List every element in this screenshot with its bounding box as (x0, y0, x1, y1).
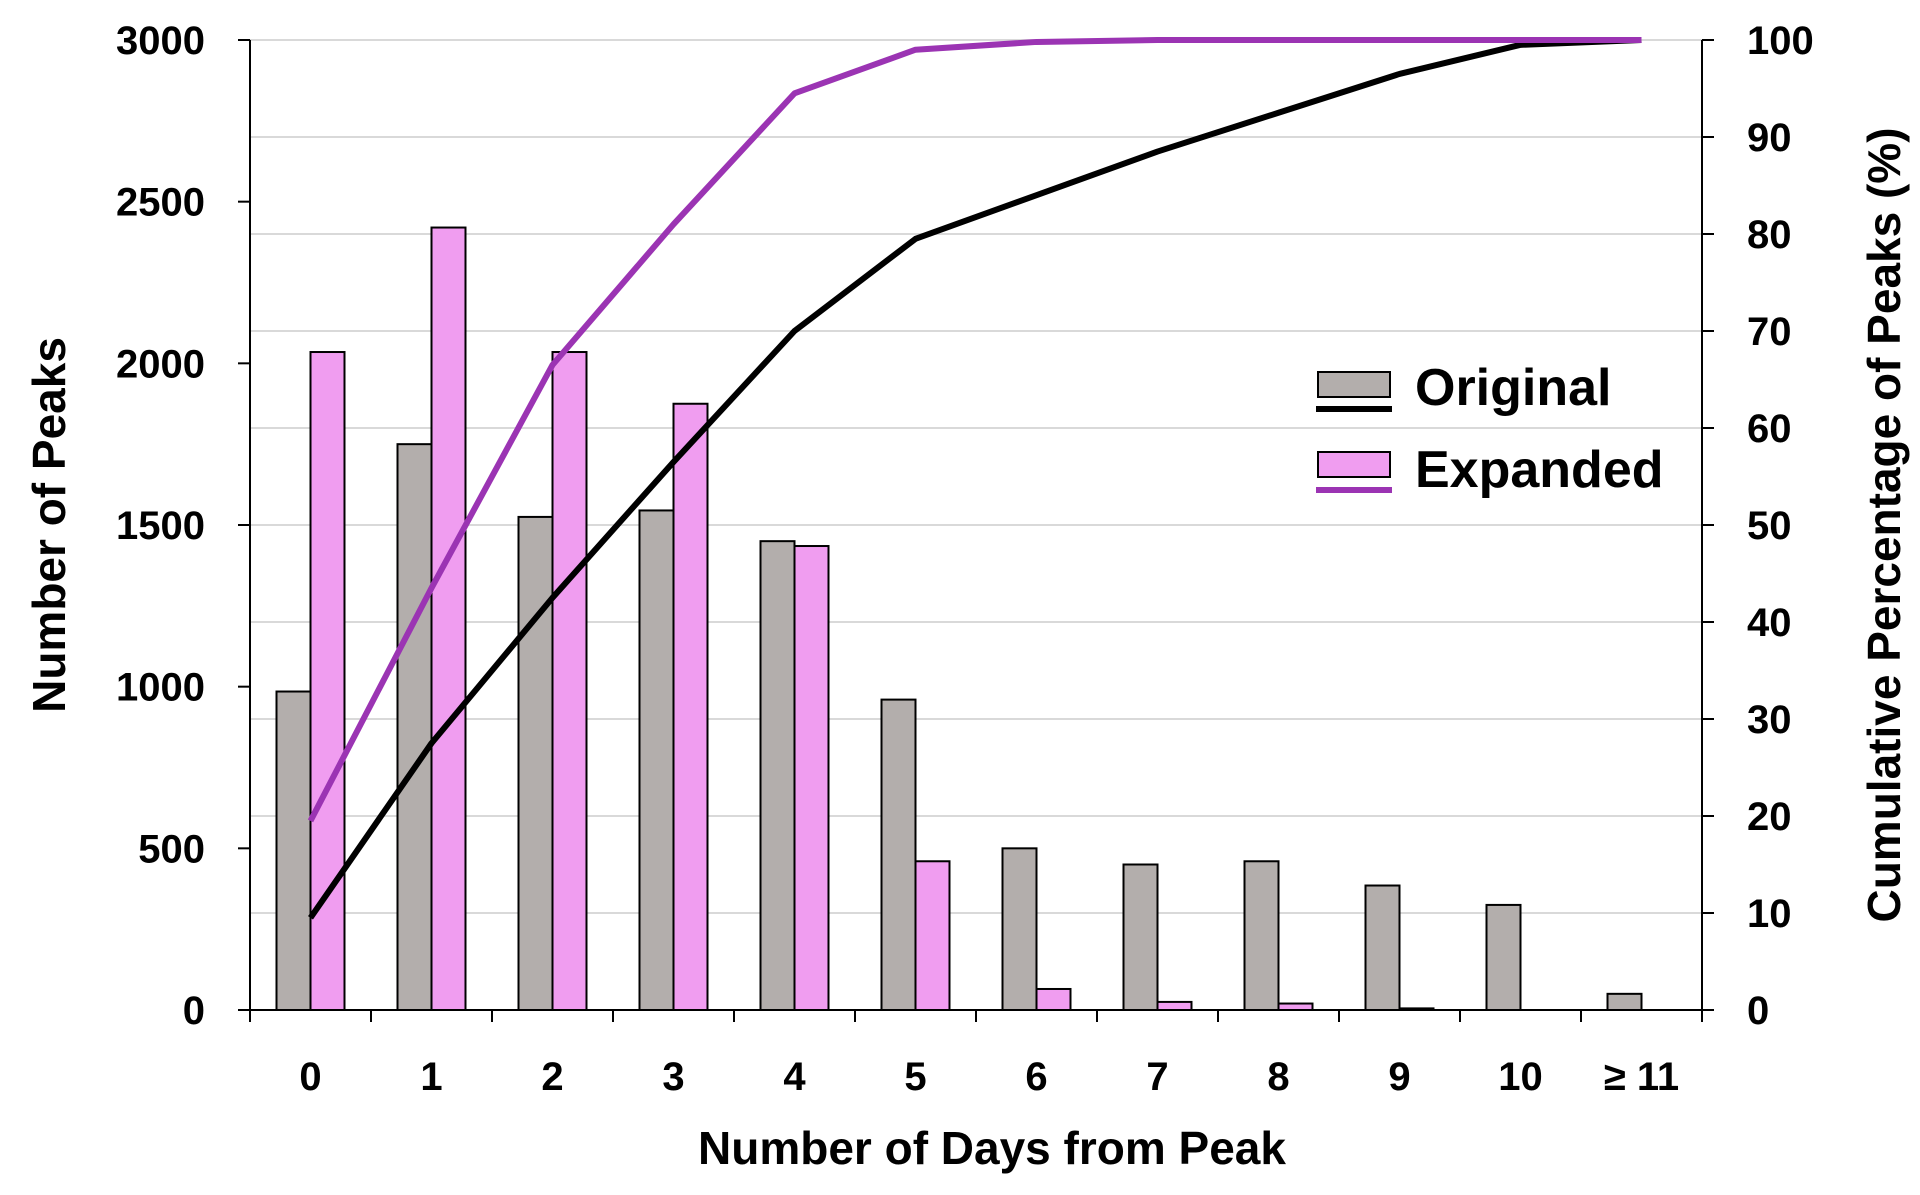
x-tick-label: 3 (662, 1055, 684, 1099)
y-tick-label: 0 (183, 989, 205, 1033)
legend-original-swatch (1317, 371, 1391, 398)
line-expanded (307, 37, 1642, 823)
bar-original-6 (1001, 847, 1038, 1011)
x-tick-label: 1 (420, 1055, 442, 1099)
bar-original-3 (638, 509, 675, 1011)
bar-expanded-0 (309, 351, 346, 1011)
bar-original-0 (275, 690, 312, 1011)
bar-expanded-4 (793, 545, 830, 1011)
bar-original-4 (759, 540, 796, 1012)
y-tick-label: 3000 (116, 19, 205, 63)
y2-tick-label: 50 (1747, 504, 1792, 548)
bar-original-7 (1122, 863, 1159, 1011)
y-axis-title: Number of Peaks (23, 337, 75, 713)
bar-expanded-5 (914, 860, 951, 1011)
x-tick-label: 8 (1267, 1055, 1289, 1099)
legend-expanded-swatch (1317, 451, 1391, 478)
x-tick-label: 9 (1388, 1055, 1410, 1099)
y2-tick-label: 60 (1747, 407, 1792, 451)
y2-tick-label: 90 (1747, 116, 1792, 160)
legend: Original Expanded (1316, 359, 1664, 499)
bars (275, 226, 1643, 1012)
x-tick-label: 5 (904, 1055, 926, 1099)
y2-tick-label: 20 (1747, 795, 1792, 839)
y2-tick-label: 30 (1747, 698, 1792, 742)
y-tick-label: 1500 (116, 504, 205, 548)
legend-original-label: Original (1415, 359, 1611, 417)
y-tick-label: 2000 (116, 342, 205, 386)
y2-axis-title: Cumulative Percentage of Peaks (%) (1858, 127, 1910, 922)
x-tick-label: 0 (299, 1055, 321, 1099)
y2-tick-label: 70 (1747, 310, 1792, 354)
x-tick-label: 6 (1025, 1055, 1047, 1099)
bar-original-9 (1364, 884, 1401, 1011)
x-tick-label: 7 (1146, 1055, 1168, 1099)
bar-original-8 (1243, 860, 1280, 1011)
bar-original-10 (1485, 903, 1522, 1012)
x-tick-label: ≥ 11 (1604, 1055, 1679, 1099)
cumulative-lines (307, 37, 1642, 920)
tick-labels: 0500100015002000250030000102030405060708… (116, 19, 1814, 1099)
y2-tick-label: 100 (1747, 19, 1814, 63)
y2-tick-label: 80 (1747, 213, 1792, 257)
bar-original-2 (517, 515, 554, 1012)
bar-original-1 (396, 443, 433, 1011)
y-tick-label: 1000 (116, 666, 205, 710)
x-tick-label: 10 (1498, 1055, 1543, 1099)
y-tick-label: 2500 (116, 181, 205, 225)
axes (238, 39, 1714, 1022)
y-tick-label: 500 (138, 827, 205, 871)
line-original (308, 37, 1642, 920)
y2-tick-label: 0 (1747, 989, 1769, 1033)
x-tick-label: 2 (541, 1055, 563, 1099)
bar-expanded-2 (551, 351, 588, 1011)
legend-expanded-label: Expanded (1415, 441, 1664, 499)
bar-original-11 (1606, 992, 1643, 1011)
bar-expanded-7 (1156, 1000, 1193, 1012)
bar-expanded-3 (672, 402, 709, 1011)
y2-tick-label: 10 (1747, 892, 1792, 936)
x-tick-label: 4 (783, 1055, 806, 1099)
bar-expanded-6 (1035, 987, 1072, 1012)
x-axis-title: Number of Days from Peak (698, 1122, 1286, 1174)
bar-expanded-1 (430, 226, 467, 1012)
y2-tick-label: 40 (1747, 601, 1792, 645)
bar-original-5 (880, 698, 917, 1011)
